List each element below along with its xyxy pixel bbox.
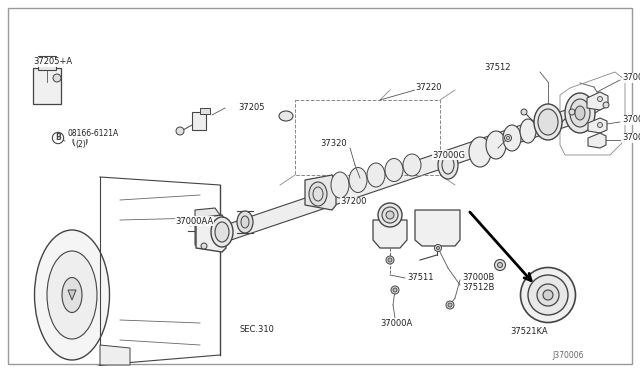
Ellipse shape — [378, 203, 402, 227]
Ellipse shape — [62, 278, 82, 312]
Polygon shape — [415, 210, 460, 246]
Polygon shape — [68, 290, 76, 300]
Polygon shape — [587, 92, 608, 110]
Text: 08166-6121A: 08166-6121A — [68, 129, 119, 138]
Ellipse shape — [565, 93, 595, 133]
Polygon shape — [373, 220, 407, 248]
Text: (2): (2) — [75, 140, 86, 148]
Ellipse shape — [388, 258, 392, 262]
Ellipse shape — [386, 211, 394, 219]
Ellipse shape — [279, 111, 293, 121]
Polygon shape — [195, 208, 220, 248]
Ellipse shape — [520, 267, 575, 323]
Bar — [295, 100, 440, 175]
Ellipse shape — [603, 102, 609, 108]
Ellipse shape — [446, 301, 454, 309]
Text: 37000AA: 37000AA — [175, 217, 213, 225]
Ellipse shape — [47, 251, 97, 339]
Polygon shape — [588, 133, 606, 148]
Ellipse shape — [241, 216, 249, 228]
Ellipse shape — [331, 172, 349, 198]
Ellipse shape — [403, 154, 421, 176]
Polygon shape — [588, 118, 607, 133]
Ellipse shape — [382, 207, 398, 223]
Ellipse shape — [528, 275, 568, 315]
Text: J370006: J370006 — [552, 350, 584, 359]
Ellipse shape — [349, 167, 367, 192]
Ellipse shape — [538, 109, 558, 135]
Ellipse shape — [201, 219, 207, 225]
Ellipse shape — [367, 163, 385, 187]
Text: SEC.310: SEC.310 — [240, 326, 275, 334]
Text: 37320: 37320 — [320, 140, 347, 148]
Text: 37000A: 37000A — [380, 318, 412, 327]
Text: 37000F: 37000F — [622, 115, 640, 125]
Text: 37200: 37200 — [340, 198, 367, 206]
Ellipse shape — [215, 222, 229, 242]
Ellipse shape — [176, 127, 184, 135]
Ellipse shape — [53, 74, 61, 82]
Ellipse shape — [391, 286, 399, 294]
Ellipse shape — [469, 137, 491, 167]
Ellipse shape — [504, 135, 511, 141]
Bar — [38, 56, 56, 70]
Text: 37205: 37205 — [238, 103, 264, 112]
Ellipse shape — [448, 303, 452, 307]
Ellipse shape — [520, 119, 536, 143]
Text: 37512B: 37512B — [462, 283, 494, 292]
Polygon shape — [212, 109, 573, 244]
Ellipse shape — [438, 151, 458, 179]
Text: 37000AB: 37000AB — [622, 134, 640, 142]
Ellipse shape — [534, 104, 562, 140]
Ellipse shape — [570, 99, 590, 127]
Text: B: B — [55, 134, 61, 142]
Text: 37521KA: 37521KA — [510, 327, 548, 337]
Ellipse shape — [495, 260, 506, 270]
Ellipse shape — [211, 217, 233, 247]
Polygon shape — [100, 345, 130, 365]
Ellipse shape — [521, 109, 527, 115]
Ellipse shape — [598, 96, 602, 102]
Bar — [33, 68, 61, 104]
Polygon shape — [72, 177, 220, 365]
Text: 37511: 37511 — [407, 273, 433, 282]
Ellipse shape — [569, 109, 575, 115]
Ellipse shape — [237, 211, 253, 233]
Text: 37205+A: 37205+A — [33, 58, 72, 67]
Ellipse shape — [77, 138, 83, 144]
Polygon shape — [305, 175, 336, 210]
Ellipse shape — [309, 182, 327, 206]
Ellipse shape — [201, 243, 207, 249]
Ellipse shape — [497, 263, 502, 267]
Ellipse shape — [435, 244, 442, 251]
Ellipse shape — [598, 122, 602, 128]
Text: 37000BA: 37000BA — [622, 74, 640, 83]
Text: 37512: 37512 — [484, 62, 511, 71]
Text: 37000B: 37000B — [462, 273, 494, 282]
Ellipse shape — [486, 131, 506, 159]
Ellipse shape — [543, 290, 553, 300]
Ellipse shape — [35, 230, 109, 360]
Ellipse shape — [503, 125, 521, 151]
Bar — [192, 112, 206, 130]
Ellipse shape — [393, 288, 397, 292]
Ellipse shape — [537, 284, 559, 306]
Ellipse shape — [385, 158, 403, 182]
Text: 37220: 37220 — [415, 83, 442, 92]
Bar — [200, 108, 210, 114]
Text: 37000G: 37000G — [432, 151, 465, 160]
Ellipse shape — [575, 106, 585, 120]
Ellipse shape — [73, 134, 87, 148]
Polygon shape — [196, 215, 226, 252]
Ellipse shape — [386, 256, 394, 264]
Ellipse shape — [436, 247, 440, 250]
